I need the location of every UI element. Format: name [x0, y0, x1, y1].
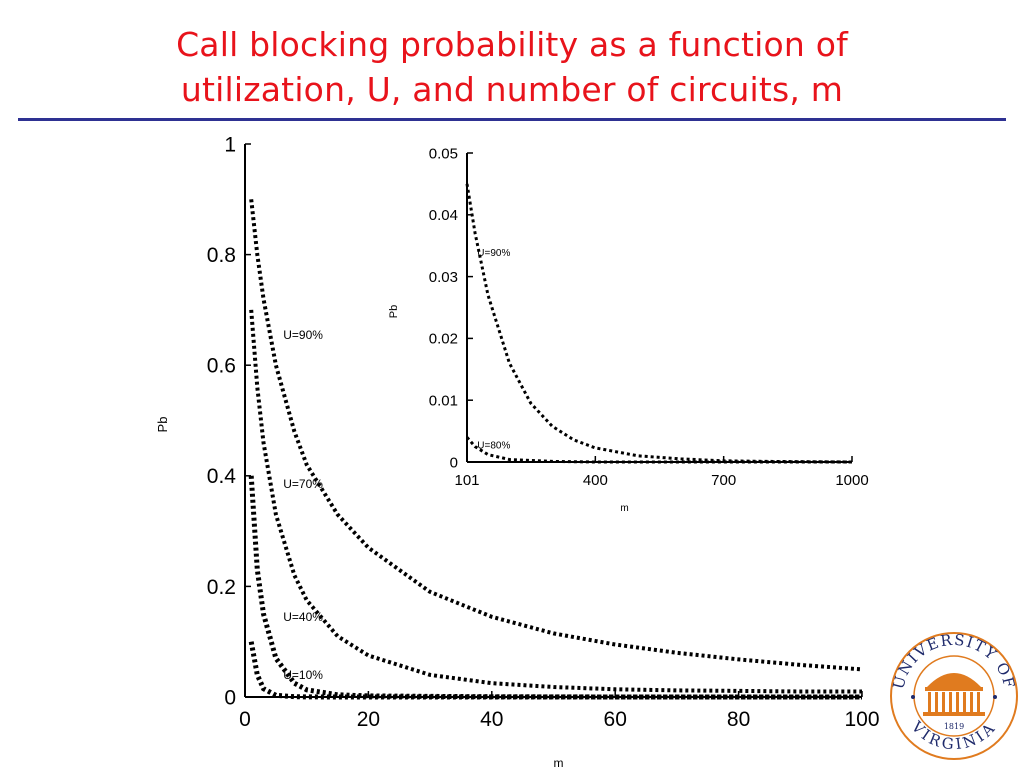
- seal-year: 1819: [944, 722, 964, 731]
- slide-title: Call blocking probability as a function …: [0, 22, 1024, 112]
- inset-series-u-80: [465, 436, 852, 464]
- main-series-u-90: [249, 199, 863, 672]
- inset-y-tick-label: 0: [450, 454, 458, 471]
- inset-curve-label: U=80%: [477, 441, 510, 452]
- inset-curve-label: U=90%: [477, 248, 510, 259]
- main-curve-label: U=90%: [283, 328, 323, 342]
- main-x-tick-label: 60: [604, 708, 627, 731]
- main-x-tick-label: 0: [239, 708, 251, 731]
- university-seal-logo: UNIVERSITY OF VIRGINIA 1819: [889, 631, 1018, 760]
- inset-x-tick-label: 400: [583, 472, 608, 489]
- inset-x-tick-label: 1000: [835, 472, 868, 489]
- main-y-axis-label: Pb: [155, 417, 170, 433]
- title-divider: [18, 118, 1006, 121]
- slide-title-line-1: Call blocking probability as a function …: [176, 25, 848, 64]
- main-y-tick-label: 0: [224, 686, 236, 709]
- inset-x-axis-label: m: [620, 503, 628, 514]
- main-series-u-40: [248, 475, 862, 700]
- main-curve-label: U=70%: [283, 477, 323, 491]
- main-series-u-70: [249, 309, 862, 694]
- main-x-tick-label: 40: [480, 708, 503, 731]
- inset-background: [437, 141, 882, 522]
- main-series-u-10: [248, 641, 862, 700]
- inset-y-tick-label: 0.02: [429, 331, 458, 348]
- inset-x-tick-label: 700: [711, 472, 736, 489]
- inset-y-axis-label: Pb: [388, 305, 400, 318]
- main-curve-label: U=40%: [283, 610, 323, 624]
- inset-series-u-90: [465, 183, 853, 464]
- rotunda-icon: [923, 673, 985, 716]
- main-y-tick-label: 0.6: [207, 355, 236, 378]
- inset-y-tick-label: 0.05: [429, 145, 458, 162]
- main-y-tick-label: 0.2: [207, 576, 236, 599]
- main-x-tick-label: 100: [844, 708, 879, 731]
- main-chart: 0 0.2 0.4 0.6 0.8 1 0 20 40 60 80 100 m Pb U=90% U=70% U…: [155, 133, 880, 768]
- main-x-tick-label: 80: [727, 708, 750, 731]
- inset-chart: 0 0.01 0.02 0.03 0.04 0.05 101 400 700 1000 m Pb U=9…: [388, 141, 882, 522]
- inset-y-tick-label: 0.04: [429, 207, 458, 224]
- inset-y-tick-label: 0.01: [429, 392, 458, 409]
- main-curve-label: U=10%: [283, 668, 323, 682]
- main-y-tick-label: 0.4: [207, 465, 237, 488]
- slide-title-line-2: utilization, U, and number of circuits, …: [180, 70, 844, 109]
- inset-x-tick-label: 101: [454, 472, 479, 489]
- main-y-tick-label: 0.8: [207, 244, 236, 267]
- main-x-axis-label: m: [554, 756, 564, 768]
- main-x-tick-label: 20: [357, 708, 380, 731]
- main-y-tick-label: 1: [224, 133, 236, 156]
- inset-y-tick-label: 0.03: [429, 269, 458, 286]
